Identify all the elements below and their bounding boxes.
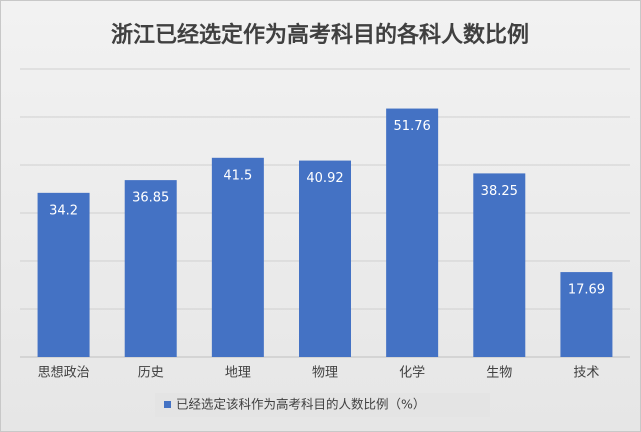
data-label: 51.76 xyxy=(394,119,431,134)
chart-title: 浙江已经选定作为高考科目的各科人数比例 xyxy=(111,22,529,48)
x-tick-label: 地理 xyxy=(225,366,251,381)
data-label: 38.25 xyxy=(481,184,518,199)
bar xyxy=(560,272,613,357)
legend-label: 已经选定该科作为高考科目的人数比例（%） xyxy=(176,397,425,412)
bar xyxy=(473,173,526,357)
data-label: 36.85 xyxy=(132,191,169,206)
x-tick-label: 生物 xyxy=(486,366,512,381)
x-tick-label: 物理 xyxy=(312,366,338,381)
data-label: 41.5 xyxy=(223,168,252,183)
x-tick-label: 思想政治 xyxy=(38,365,90,381)
bar xyxy=(299,160,351,357)
legend-box xyxy=(155,393,490,417)
bar xyxy=(386,108,439,357)
data-label: 17.69 xyxy=(568,283,605,298)
x-tick-label: 历史 xyxy=(138,366,164,381)
bar xyxy=(37,192,90,357)
x-tick-label: 化学 xyxy=(399,365,425,381)
data-label: 40.92 xyxy=(306,171,343,186)
bar xyxy=(211,157,264,357)
data-label: 34.2 xyxy=(49,203,78,218)
x-tick-label: 技术 xyxy=(573,366,599,381)
bar xyxy=(124,180,177,357)
legend-swatch xyxy=(164,401,171,408)
